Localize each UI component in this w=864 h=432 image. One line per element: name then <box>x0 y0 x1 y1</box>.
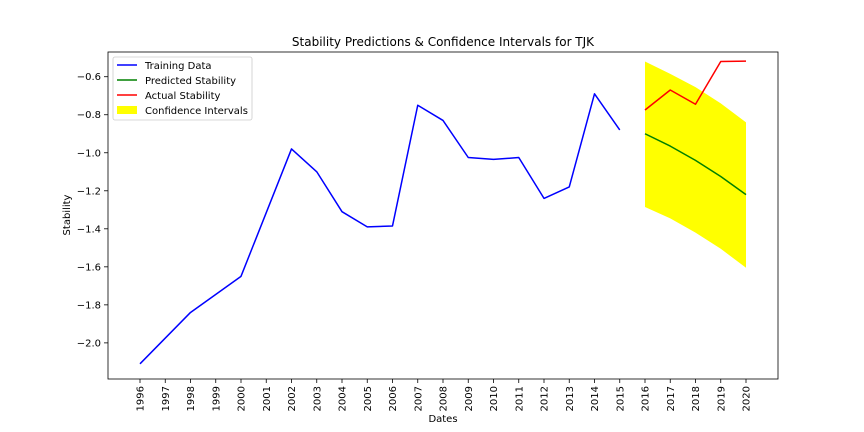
x-tick-label: 2002 <box>287 386 298 411</box>
legend: Training Data Predicted Stability Actual… <box>112 56 253 121</box>
legend-label-confidence: Confidence Intervals <box>145 106 248 117</box>
x-tick-label: 2006 <box>388 386 399 411</box>
y-tick-label: −1.2 <box>77 186 101 197</box>
x-tick-label: 2008 <box>439 386 450 411</box>
x-tick-label: 2007 <box>413 386 424 411</box>
y-tick-label: −1.0 <box>77 148 101 159</box>
x-tick-label: 2019 <box>716 386 727 411</box>
x-tick-label: 2011 <box>514 386 525 411</box>
legend-label-actual: Actual Stability <box>145 91 221 102</box>
x-axis: 1996 1997 1998 1999 2000 2001 2002 2003 2004 2005… <box>136 379 753 411</box>
x-tick-label: 2012 <box>540 386 551 411</box>
series-line-predicted-stability <box>644 133 747 196</box>
x-tick-label: 2010 <box>489 386 500 411</box>
x-tick-label: 2000 <box>237 386 248 411</box>
x-tick-label: 2013 <box>565 386 576 411</box>
legend-frame <box>112 56 253 121</box>
legend-label-predicted: Predicted Stability <box>145 76 236 87</box>
x-tick-label: 2004 <box>338 386 349 411</box>
y-tick-label: −1.6 <box>77 262 101 273</box>
series-line-actual-stability <box>644 60 747 111</box>
x-axis-label: Dates <box>428 414 457 425</box>
x-tick-label: 2014 <box>590 386 601 411</box>
chart-title: Stability Predictions & Confidence Inter… <box>292 35 595 49</box>
x-tick-label: 2009 <box>464 386 475 411</box>
x-tick-label: 1996 <box>136 386 147 411</box>
y-tick-label: −1.4 <box>77 224 101 235</box>
series-layer <box>139 60 747 365</box>
x-tick-label: 2020 <box>742 386 753 411</box>
legend-swatch-confidence <box>117 106 137 114</box>
x-tick-label: 1997 <box>161 386 172 411</box>
x-tick-label: 1998 <box>186 386 197 411</box>
y-axis: −2.0 −1.8 −1.6 −1.4 −1.2 −1.0 −0.8 −0.6 <box>77 72 108 349</box>
x-tick-label: 2001 <box>262 386 273 411</box>
x-tick-label: 2018 <box>691 386 702 411</box>
y-tick-label: −0.6 <box>77 72 101 83</box>
x-tick-label: 2016 <box>641 386 652 411</box>
x-tick-label: 2003 <box>312 386 323 411</box>
y-tick-label: −1.8 <box>77 300 101 311</box>
x-tick-label: 1999 <box>211 386 222 411</box>
x-tick-label: 2015 <box>615 386 626 411</box>
y-tick-label: −2.0 <box>77 338 101 349</box>
legend-label-training: Training Data <box>144 61 212 72</box>
confidence-interval-layer <box>645 61 746 268</box>
x-tick-label: 2017 <box>666 386 677 411</box>
confidence-band <box>645 61 746 268</box>
y-axis-label: Stability <box>62 194 73 235</box>
y-tick-label: −0.8 <box>77 110 101 121</box>
x-tick-label: 2005 <box>363 386 374 411</box>
series-line-training-data <box>139 93 621 365</box>
